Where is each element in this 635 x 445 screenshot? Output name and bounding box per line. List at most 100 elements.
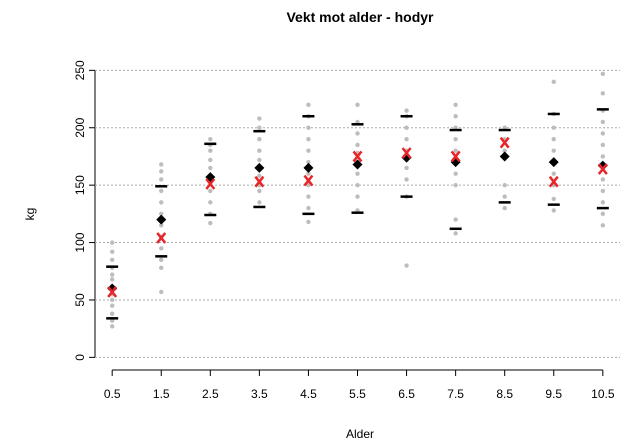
point bbox=[551, 208, 556, 213]
point bbox=[306, 102, 311, 107]
point bbox=[159, 223, 164, 228]
point bbox=[109, 303, 115, 308]
point bbox=[502, 194, 507, 199]
cross-stroke bbox=[401, 147, 412, 159]
point bbox=[453, 231, 458, 236]
point bbox=[453, 102, 458, 107]
point bbox=[502, 205, 507, 211]
y-tick-label: 0 bbox=[73, 354, 87, 361]
point bbox=[109, 277, 115, 282]
point bbox=[257, 200, 262, 205]
mean-diamond bbox=[156, 214, 167, 225]
point bbox=[453, 217, 458, 222]
mean-diamond bbox=[303, 162, 314, 173]
point bbox=[600, 177, 606, 182]
point bbox=[453, 148, 458, 153]
point bbox=[600, 131, 606, 136]
x-tick-label: 1.5 bbox=[153, 387, 170, 401]
x-axis-label: Alder bbox=[346, 427, 374, 441]
point bbox=[306, 125, 311, 130]
cross-stroke bbox=[352, 150, 363, 163]
point bbox=[109, 311, 115, 316]
point bbox=[208, 137, 213, 142]
point bbox=[257, 188, 262, 194]
point bbox=[306, 148, 311, 153]
point bbox=[306, 171, 311, 176]
point bbox=[257, 137, 262, 142]
point bbox=[159, 257, 164, 262]
point bbox=[306, 182, 311, 188]
point bbox=[551, 79, 556, 85]
point bbox=[551, 125, 556, 130]
estimate-cross bbox=[352, 150, 363, 163]
point bbox=[404, 137, 409, 142]
chart-title: Vekt mot alder - hodyr bbox=[286, 9, 434, 25]
point bbox=[257, 116, 262, 121]
point bbox=[355, 182, 360, 188]
cross-stroke bbox=[254, 175, 265, 188]
estimate-cross bbox=[107, 286, 118, 298]
cross-stroke bbox=[597, 163, 608, 175]
x-tick-label: 4.5 bbox=[300, 387, 317, 401]
point bbox=[600, 154, 606, 159]
x-tick-label: 0.5 bbox=[104, 387, 121, 401]
point bbox=[355, 102, 360, 107]
point bbox=[159, 289, 164, 295]
point bbox=[109, 249, 115, 254]
point bbox=[600, 71, 606, 76]
point bbox=[159, 200, 164, 205]
point bbox=[257, 173, 262, 179]
point bbox=[109, 240, 115, 245]
x-tick-label: 9.5 bbox=[545, 387, 562, 401]
point bbox=[159, 246, 164, 251]
x-tick-label: 5.5 bbox=[349, 387, 366, 401]
point bbox=[551, 148, 556, 153]
mean-diamond bbox=[352, 159, 363, 170]
point bbox=[208, 157, 213, 163]
point bbox=[404, 177, 409, 182]
mean-diamond bbox=[450, 157, 461, 168]
cross-stroke bbox=[107, 286, 118, 298]
point bbox=[355, 171, 360, 176]
mean-diamond bbox=[107, 283, 118, 294]
estimate-cross bbox=[254, 175, 265, 188]
cross-stroke bbox=[205, 178, 216, 190]
point bbox=[453, 137, 458, 142]
point bbox=[600, 188, 606, 194]
point bbox=[159, 188, 164, 194]
point bbox=[208, 220, 213, 226]
point bbox=[600, 119, 606, 125]
mean-diamond bbox=[597, 160, 608, 171]
point bbox=[404, 108, 409, 113]
point bbox=[404, 125, 409, 130]
point bbox=[551, 171, 556, 176]
x-tick-label: 6.5 bbox=[398, 387, 415, 401]
mean-diamond bbox=[548, 157, 559, 168]
point bbox=[257, 148, 262, 153]
point bbox=[502, 182, 507, 188]
point bbox=[600, 200, 606, 205]
y-axis-label: kg bbox=[23, 208, 37, 221]
point bbox=[600, 142, 606, 148]
y-tick-label: 100 bbox=[73, 232, 87, 252]
estimate-cross bbox=[548, 175, 559, 188]
mean-diamond bbox=[499, 151, 510, 162]
point bbox=[159, 169, 164, 174]
point bbox=[404, 165, 409, 171]
point bbox=[355, 131, 360, 136]
point bbox=[306, 205, 311, 211]
point bbox=[208, 165, 213, 171]
point bbox=[306, 137, 311, 142]
y-tick-label: 150 bbox=[73, 175, 87, 195]
point bbox=[159, 211, 164, 217]
y-tick-label: 250 bbox=[73, 60, 87, 80]
point bbox=[109, 272, 115, 277]
estimate-cross bbox=[156, 232, 167, 244]
point bbox=[208, 188, 213, 194]
cross-stroke bbox=[548, 175, 559, 188]
estimate-cross bbox=[401, 147, 412, 159]
point bbox=[109, 324, 115, 329]
cross-stroke bbox=[499, 136, 510, 149]
